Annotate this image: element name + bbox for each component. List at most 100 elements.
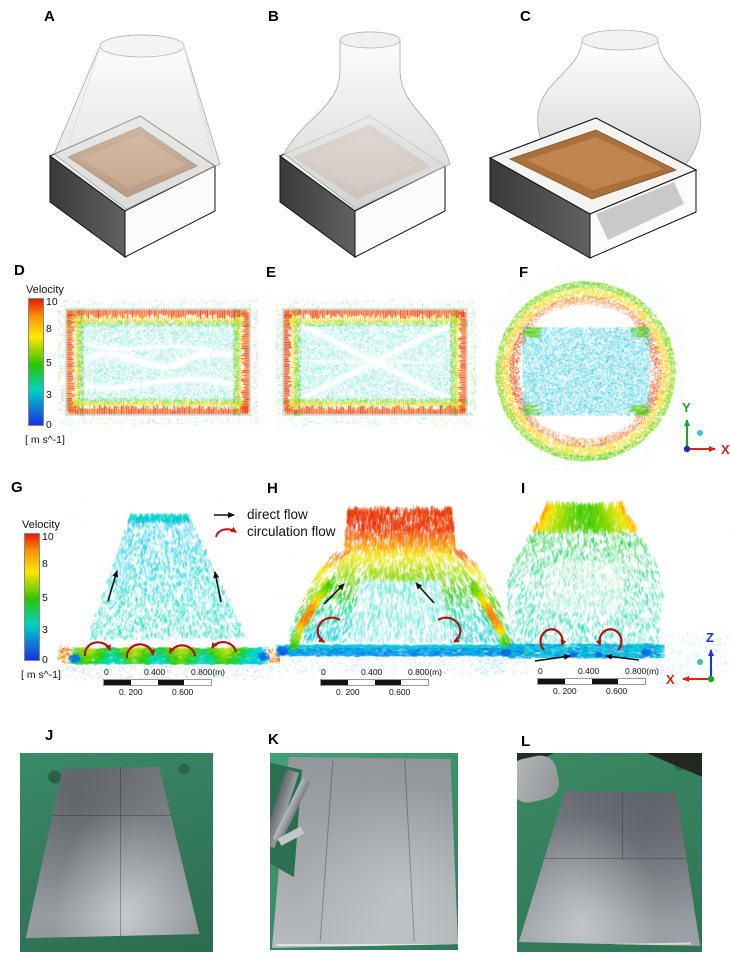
panel-label-k: K bbox=[268, 731, 279, 748]
scale-label: 0 bbox=[538, 666, 543, 676]
origin-dot bbox=[683, 445, 691, 453]
scale-segment bbox=[104, 680, 131, 685]
circulation-arrow bbox=[595, 628, 623, 651]
photo-panel-k bbox=[270, 753, 458, 950]
colorbar-tick: 0 bbox=[42, 654, 48, 666]
circulation-arrow bbox=[539, 628, 567, 651]
vector-field-top-view-e bbox=[276, 300, 476, 425]
z-axis-label: Z bbox=[706, 630, 714, 645]
colorbar-tick: 8 bbox=[46, 323, 52, 335]
sheet-seam bbox=[320, 761, 334, 942]
y-axis-dot bbox=[697, 659, 703, 665]
velocity-colorbar-top: Velocity 10 8 5 3 0 [ m s^-1] bbox=[25, 284, 97, 454]
background-object bbox=[517, 753, 562, 806]
scale-segment bbox=[184, 680, 211, 685]
scale-label: 0. 200 bbox=[336, 687, 360, 697]
colorbar-tick: 3 bbox=[46, 389, 52, 401]
scale-label: 0 bbox=[321, 667, 326, 677]
vector-field-side-view-g bbox=[55, 498, 280, 693]
scale-label: 0.800(m) bbox=[408, 667, 443, 677]
direct-flow-arrow bbox=[534, 653, 571, 662]
colorbar-tick: 5 bbox=[46, 357, 52, 369]
z-axis-dot bbox=[697, 430, 703, 436]
panel-label-h: H bbox=[267, 480, 278, 497]
scale-label: 0.400 bbox=[578, 666, 600, 676]
vector-field-top-view-d bbox=[58, 300, 258, 425]
panel-label-d: D bbox=[14, 262, 25, 279]
scale-segment bbox=[374, 680, 402, 685]
scale-label: 0.800(m) bbox=[625, 666, 660, 676]
colorbar-tick: 10 bbox=[42, 531, 54, 543]
circulation-arrow bbox=[83, 641, 112, 657]
scale-label: 0. 200 bbox=[119, 687, 143, 697]
vector-field-top-view-f bbox=[485, 271, 685, 471]
sheet-edge-highlight bbox=[275, 944, 453, 947]
scale-segment bbox=[321, 680, 348, 685]
colorbar-units: [ m s^-1] bbox=[25, 434, 65, 446]
scale-label: 0.400 bbox=[144, 667, 166, 677]
flow-annotations-g bbox=[83, 570, 238, 659]
panel-label-a: A bbox=[44, 8, 55, 25]
direct-flow-arrow bbox=[605, 653, 640, 661]
flow-annotations-i bbox=[534, 628, 640, 662]
scale-bar-h: 0 0.400 0.800(m) 0. 200 0.600 bbox=[313, 667, 447, 701]
flow-annotations-h bbox=[316, 582, 462, 643]
panel-label-g: G bbox=[11, 479, 23, 496]
metal-sheet bbox=[25, 766, 200, 939]
colorbar-tick: 0 bbox=[46, 419, 52, 431]
panel-label-b: B bbox=[268, 8, 279, 25]
table-corner-dark bbox=[646, 753, 702, 777]
scale-segment bbox=[538, 679, 565, 684]
sheet-seam bbox=[404, 759, 415, 943]
scale-ruler bbox=[103, 679, 212, 686]
panel-label-c: C bbox=[520, 8, 531, 25]
direct-flow-arrow bbox=[107, 570, 119, 602]
velocity-colorbar-side: Velocity 10 8 5 3 0 [ m s^-1] bbox=[21, 519, 93, 689]
colorbar-tick: 8 bbox=[42, 558, 48, 570]
scale-segment bbox=[401, 680, 428, 685]
axis-triad-xz: Z X bbox=[666, 630, 715, 687]
scale-label: 0.800(m) bbox=[191, 667, 226, 677]
colorbar-title: Velocity bbox=[26, 284, 64, 296]
colorbar-gradient bbox=[28, 298, 44, 426]
hood-model-a-trapezoid bbox=[49, 34, 221, 258]
sheet-seam bbox=[43, 814, 190, 816]
scale-label: 0. 200 bbox=[553, 686, 577, 696]
sheet-seam bbox=[120, 766, 122, 939]
hood-model-c-bell bbox=[488, 29, 701, 259]
colorbar-tick: 10 bbox=[46, 296, 58, 308]
scale-segment bbox=[130, 680, 158, 685]
circulation-arrow bbox=[125, 643, 156, 659]
photo-panel-l bbox=[517, 753, 702, 952]
scale-segment bbox=[347, 680, 375, 685]
photo-panel-j bbox=[20, 753, 213, 952]
scale-segment bbox=[157, 680, 185, 685]
scale-bar-g: 0 0.400 0.800(m) 0. 200 0.600 bbox=[96, 667, 230, 701]
sheet-seam bbox=[528, 858, 691, 860]
sheet-edge-highlight bbox=[520, 942, 691, 947]
scale-ruler bbox=[320, 679, 429, 686]
direct-flow-arrow bbox=[323, 583, 345, 605]
colorbar-gradient bbox=[24, 533, 40, 661]
panel-label-j: J bbox=[45, 727, 54, 744]
sheet-seam bbox=[622, 792, 624, 861]
circulation-arrow bbox=[316, 616, 341, 643]
direct-flow-arrow bbox=[213, 571, 222, 603]
scale-label: 0.600 bbox=[172, 687, 194, 697]
colorbar-title: Velocity bbox=[22, 519, 60, 531]
scale-label: 0.600 bbox=[389, 687, 411, 697]
scale-label: 0.600 bbox=[606, 686, 628, 696]
colorbar-units: [ m s^-1] bbox=[21, 669, 61, 681]
colorbar-tick: 3 bbox=[42, 624, 48, 636]
axis-triad-xy: Y X bbox=[682, 400, 730, 457]
circulation-arrow bbox=[437, 616, 462, 643]
scale-label: 0.400 bbox=[361, 667, 383, 677]
scale-ruler bbox=[537, 678, 646, 685]
circulation-arrow bbox=[168, 644, 197, 657]
scale-segment bbox=[564, 679, 592, 684]
hood-model-b-curved bbox=[279, 31, 451, 258]
circulation-arrow bbox=[211, 641, 238, 653]
panel-label-e: E bbox=[266, 264, 277, 281]
y-axis-label: Y bbox=[682, 400, 691, 415]
